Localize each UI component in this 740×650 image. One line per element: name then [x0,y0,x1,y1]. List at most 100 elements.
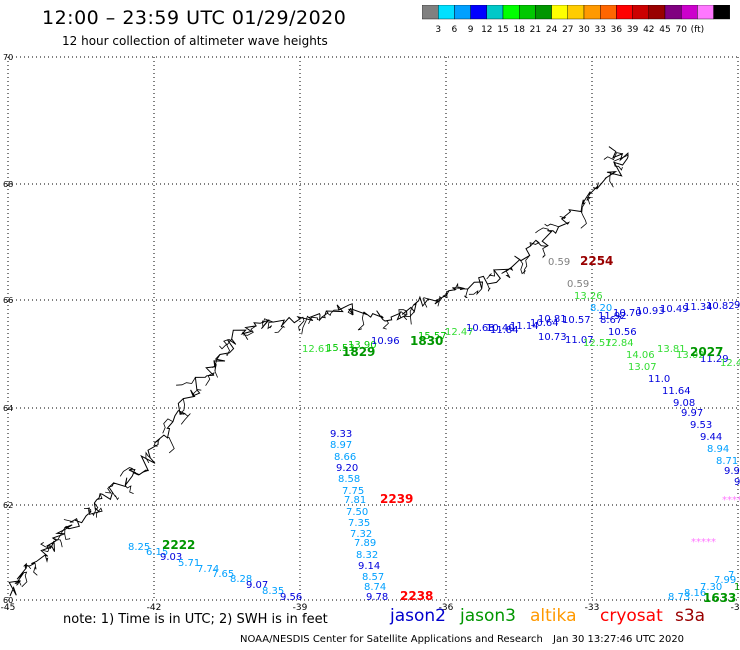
lon-tick-label: -33 [585,603,600,613]
wave-height-value: 10.40 [486,323,515,334]
fjord-detail [52,537,63,548]
fjord-detail [486,269,496,280]
wave-height-value: 9.33 [330,429,352,440]
lat-tick-label: 62 [3,501,13,510]
fjord-detail [44,554,49,563]
wave-height-value: 7.65 [212,569,234,580]
fjord-detail [422,297,429,308]
colorbar-label: 18 [513,25,525,35]
fjord-detail [63,519,75,523]
fjord-detail [603,152,623,161]
wave-height-value: 12.47 [445,327,474,338]
fjord-detail [301,315,310,335]
fjord-detail [542,245,549,259]
fjord-detail [580,211,587,229]
wave-height-value: 10.96 [371,336,400,347]
legend-cryosat: cryosat [600,606,663,626]
colorbar-label: 45 [659,25,670,35]
fjord-detail [586,193,592,205]
colorbar-label: (ft) [691,25,705,35]
fjord-detail [409,300,419,325]
colorbar-label: 24 [546,25,558,35]
wave-height-value: 13.26 [574,291,603,302]
fjord-detail [321,310,329,319]
wave-height-value: 13.02 [676,350,705,361]
fjord-detail [535,227,550,234]
pass-time-label: 2238 [400,589,433,603]
fjord-detail [92,502,99,517]
wave-height-value: 10.57 [562,315,591,326]
lon-tick-label: -42 [147,603,162,613]
colorbar-label: 15 [497,25,508,35]
wave-height-value: ***** [691,537,716,548]
fjord-detail [399,310,407,316]
fjord-detail [274,325,286,333]
fjord-detail [21,571,28,588]
generation-timestamp: Jan 30 13:27:46 UTC 2020 [553,634,685,645]
fjord-detail [83,507,92,512]
fjord-detail [40,542,52,549]
wave-height-value: 9 [734,300,740,311]
fjord-detail [468,288,482,296]
pass-time-label: 2222 [162,538,195,552]
fjord-detail [347,308,354,316]
colorbar-label: 33 [594,25,605,35]
wave-height-value: 9.78 [366,592,388,603]
wave-height-value: 11.07 [565,335,594,346]
wave-height-value: 10.93 [636,306,665,317]
lon-tick-label: -45 [1,603,16,613]
colorbar-legend: 3 6 9 12 15 18 21 24 27 30 33 36 39 42 45 70 (ft) [422,5,731,35]
wave-height-value: 12.4 [720,358,740,369]
fjord-detail [167,437,175,454]
colorbar-label: 9 [468,25,474,35]
fjord-detail [119,467,134,477]
legend-jason2: jason2 [390,606,446,626]
fjord-detail [382,320,389,330]
wave-height-value: 8.25 [128,542,150,553]
wave-height-value: 9.96 [724,466,740,477]
wave-height-value: 11.29 [700,354,729,365]
fjord-detail [56,525,70,541]
fjord-detail [487,283,491,292]
wave-height-value: 9.44 [700,432,722,443]
coastline [8,146,629,597]
lat-tick-label: 68 [3,180,13,189]
fjord-detail [505,267,512,279]
fjord-detail [519,259,527,275]
lat-tick-label: 70 [3,53,13,62]
map-title: 12:00 – 23:59 UTC 01/29/2020 [42,7,347,29]
wave-height-value: 7.99 [714,575,736,586]
fjord-detail [97,493,103,500]
lon-tick-label: -39 [293,603,308,613]
wave-height-value: 8.35 [262,586,284,597]
lon-tick-label: -36 [439,603,454,613]
fjord-detail [105,482,114,494]
wave-height-value: 8.73 [668,592,690,603]
fjord-detail [219,339,228,350]
fjord-detail [112,492,120,501]
wave-height-value: 8.97 [330,440,352,451]
fjord-detail [180,413,191,425]
fjord-detail [398,309,407,319]
fjord-detail [24,563,32,570]
fjord-detail [613,162,623,171]
fjord-detail [16,580,22,586]
pass-time-label: 2239 [380,492,413,506]
fjord-detail [96,507,103,518]
wave-height-value: 11.84 [490,325,519,336]
fjord-detail [544,223,559,228]
fjord-detail [33,563,38,576]
legend-s3a: s3a [675,606,706,626]
lat-tick-label: 66 [3,296,13,305]
pass-time-label: 1829 [342,345,375,359]
legend-jason3: jason3 [460,606,516,626]
legend-altika: altika [530,606,577,626]
wave-height-value: 8.94 [707,444,729,455]
fjord-detail [523,255,531,275]
fjord-detail [132,470,149,476]
wave-height-value: 10.49 [660,304,689,315]
fjord-detail [205,372,215,386]
fjord-detail [613,154,629,162]
